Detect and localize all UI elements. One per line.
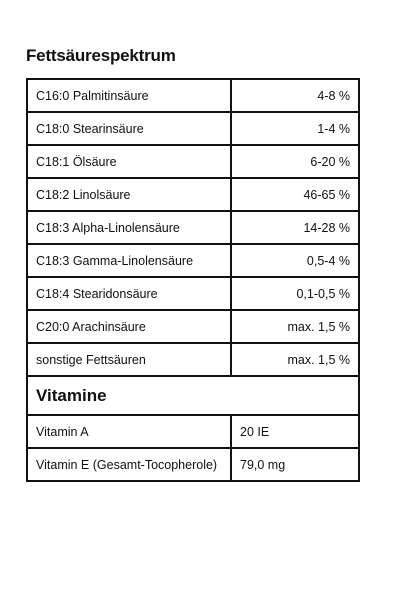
fatty-acid-value: 0,5-4 % <box>230 243 360 278</box>
fatty-acid-value: 1-4 % <box>230 111 360 146</box>
fatty-acid-value: 4-8 % <box>230 78 360 113</box>
vitamins-heading-row: Vitamine <box>26 375 360 416</box>
table-row: C18:2 Linolsäure 46-65 % <box>26 177 360 212</box>
fatty-acid-value: max. 1,5 % <box>230 309 360 344</box>
fatty-acid-value: max. 1,5 % <box>230 342 360 377</box>
fatty-acid-value: 46-65 % <box>230 177 360 212</box>
table-row: C18:4 Stearidonsäure 0,1-0,5 % <box>26 276 360 311</box>
fatty-acid-name: C20:0 Arachinsäure <box>26 309 232 344</box>
vitamin-name: Vitamin A <box>26 414 232 449</box>
vitamin-value: 20 IE <box>230 414 360 449</box>
fatty-acid-name: C18:3 Alpha-Linolensäure <box>26 210 232 245</box>
fatty-acid-name: C18:1 Ölsäure <box>26 144 232 179</box>
table-row: C18:3 Alpha-Linolensäure 14-28 % <box>26 210 360 245</box>
fatty-acid-value: 14-28 % <box>230 210 360 245</box>
fatty-acid-value: 0,1-0,5 % <box>230 276 360 311</box>
fatty-acid-value: 6-20 % <box>230 144 360 179</box>
fatty-acid-name: C16:0 Palmitinsäure <box>26 78 232 113</box>
table-row: Vitamin A 20 IE <box>26 414 360 449</box>
fatty-acid-name: C18:3 Gamma-Linolensäure <box>26 243 232 278</box>
table-row: C18:0 Stearinsäure 1-4 % <box>26 111 360 146</box>
vitamins-title: Vitamine <box>26 375 360 416</box>
table-row: C16:0 Palmitinsäure 4-8 % <box>26 78 360 113</box>
vitamin-name: Vitamin E (Gesamt-Tocopherole) <box>26 447 232 482</box>
table-row: C20:0 Arachinsäure max. 1,5 % <box>26 309 360 344</box>
fatty-acid-name: C18:2 Linolsäure <box>26 177 232 212</box>
fatty-acid-title: Fettsäurespektrum <box>26 46 176 65</box>
fatty-acid-name: C18:0 Stearinsäure <box>26 111 232 146</box>
nutrient-table: C16:0 Palmitinsäure 4-8 % C18:0 Stearins… <box>26 78 360 482</box>
fatty-acid-name: C18:4 Stearidonsäure <box>26 276 232 311</box>
vitamin-value: 79,0 mg <box>230 447 360 482</box>
table-row: sonstige Fettsäuren max. 1,5 % <box>26 342 360 377</box>
table-row: C18:3 Gamma-Linolensäure 0,5-4 % <box>26 243 360 278</box>
table-row: C18:1 Ölsäure 6-20 % <box>26 144 360 179</box>
fatty-acid-name: sonstige Fettsäuren <box>26 342 232 377</box>
table-row: Vitamin E (Gesamt-Tocopherole) 79,0 mg <box>26 447 360 482</box>
